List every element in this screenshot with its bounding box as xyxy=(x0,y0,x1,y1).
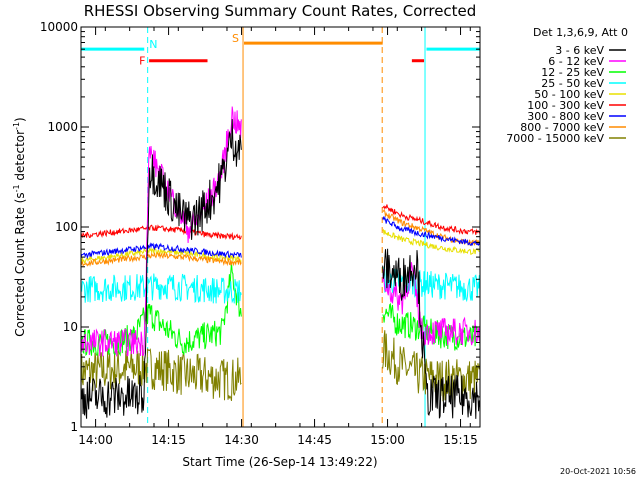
legend-label: 3 - 6 keV xyxy=(555,44,604,57)
y-axis-label-tail: detector xyxy=(13,130,27,185)
series-line-9-seg2 xyxy=(382,330,480,402)
series-line-1-seg1 xyxy=(81,119,242,419)
y-tick-label: 1000 xyxy=(47,120,78,134)
x-tick-label: 15:15 xyxy=(443,433,478,447)
legend-label: 300 - 800 keV xyxy=(527,110,604,123)
series-line-5-seg2 xyxy=(382,228,480,256)
x-axis-label: Start Time (26-Sep-14 13:49:22) xyxy=(182,455,377,469)
series-line-6-seg1 xyxy=(81,224,242,240)
series-layer xyxy=(81,106,480,419)
series-line-4-seg1 xyxy=(81,273,242,304)
y-axis-label-main: Corrected Count Rate (s xyxy=(13,192,27,336)
state-bar-label: S xyxy=(232,32,239,45)
series-line-3-seg2 xyxy=(382,302,480,351)
series-line-6-seg2 xyxy=(382,204,480,235)
series-clip-group xyxy=(81,106,480,419)
x-tick-label: 14:45 xyxy=(297,433,332,447)
y-axis-label-end: ) xyxy=(13,117,27,122)
series-line-2-seg2 xyxy=(382,262,480,347)
series-line-7-seg2 xyxy=(382,215,480,247)
legend-label: 800 - 7000 keV xyxy=(520,121,604,134)
series-line-1-seg2 xyxy=(382,248,480,419)
legend-label: 12 - 25 keV xyxy=(541,66,604,79)
legend-label: 50 - 100 keV xyxy=(534,88,604,101)
x-tick-label: 14:30 xyxy=(224,433,259,447)
x-tick-label: 14:00 xyxy=(78,433,113,447)
y-tick-label: 1 xyxy=(70,420,78,434)
x-axis: 14:00 14:15 14:30 14:45 15:00 15:15 xyxy=(78,27,478,447)
legend-label: 100 - 300 keV xyxy=(527,99,604,112)
y-axis-label-sup1: -1 xyxy=(12,184,21,192)
y-tick-label: 10000 xyxy=(40,20,78,34)
legend-label: 25 - 50 keV xyxy=(541,77,604,90)
y-axis: 1 10 100 1000 10000 xyxy=(40,20,480,434)
y-axis-label: Corrected Count Rate (s-1 detector-1) xyxy=(12,117,27,336)
state-bar-label: F xyxy=(139,55,145,68)
timestamp-stamp: 20-Oct-2021 10:56 xyxy=(560,467,636,476)
chart-title: RHESSI Observing Summary Count Rates, Co… xyxy=(84,2,477,20)
y-axis-label-sup2: -1 xyxy=(12,122,21,130)
y-tick-label: 10 xyxy=(63,320,78,334)
state-bars: NF S xyxy=(81,32,480,68)
legend-header: Det 1,3,6,9, Att 0 xyxy=(533,26,628,39)
y-tick-label: 100 xyxy=(55,220,78,234)
legend-label: 6 - 12 keV xyxy=(548,55,604,68)
series-line-3-seg1 xyxy=(81,262,242,357)
series-line-7-seg1 xyxy=(81,242,242,260)
legend-label: 7000 - 15000 keV xyxy=(506,132,604,145)
x-tick-label: 14:15 xyxy=(151,433,186,447)
series-line-9-seg1 xyxy=(81,345,242,402)
series-line-8-seg1 xyxy=(81,251,242,267)
state-bar-label: N xyxy=(149,38,157,51)
x-tick-label: 15:00 xyxy=(370,433,405,447)
